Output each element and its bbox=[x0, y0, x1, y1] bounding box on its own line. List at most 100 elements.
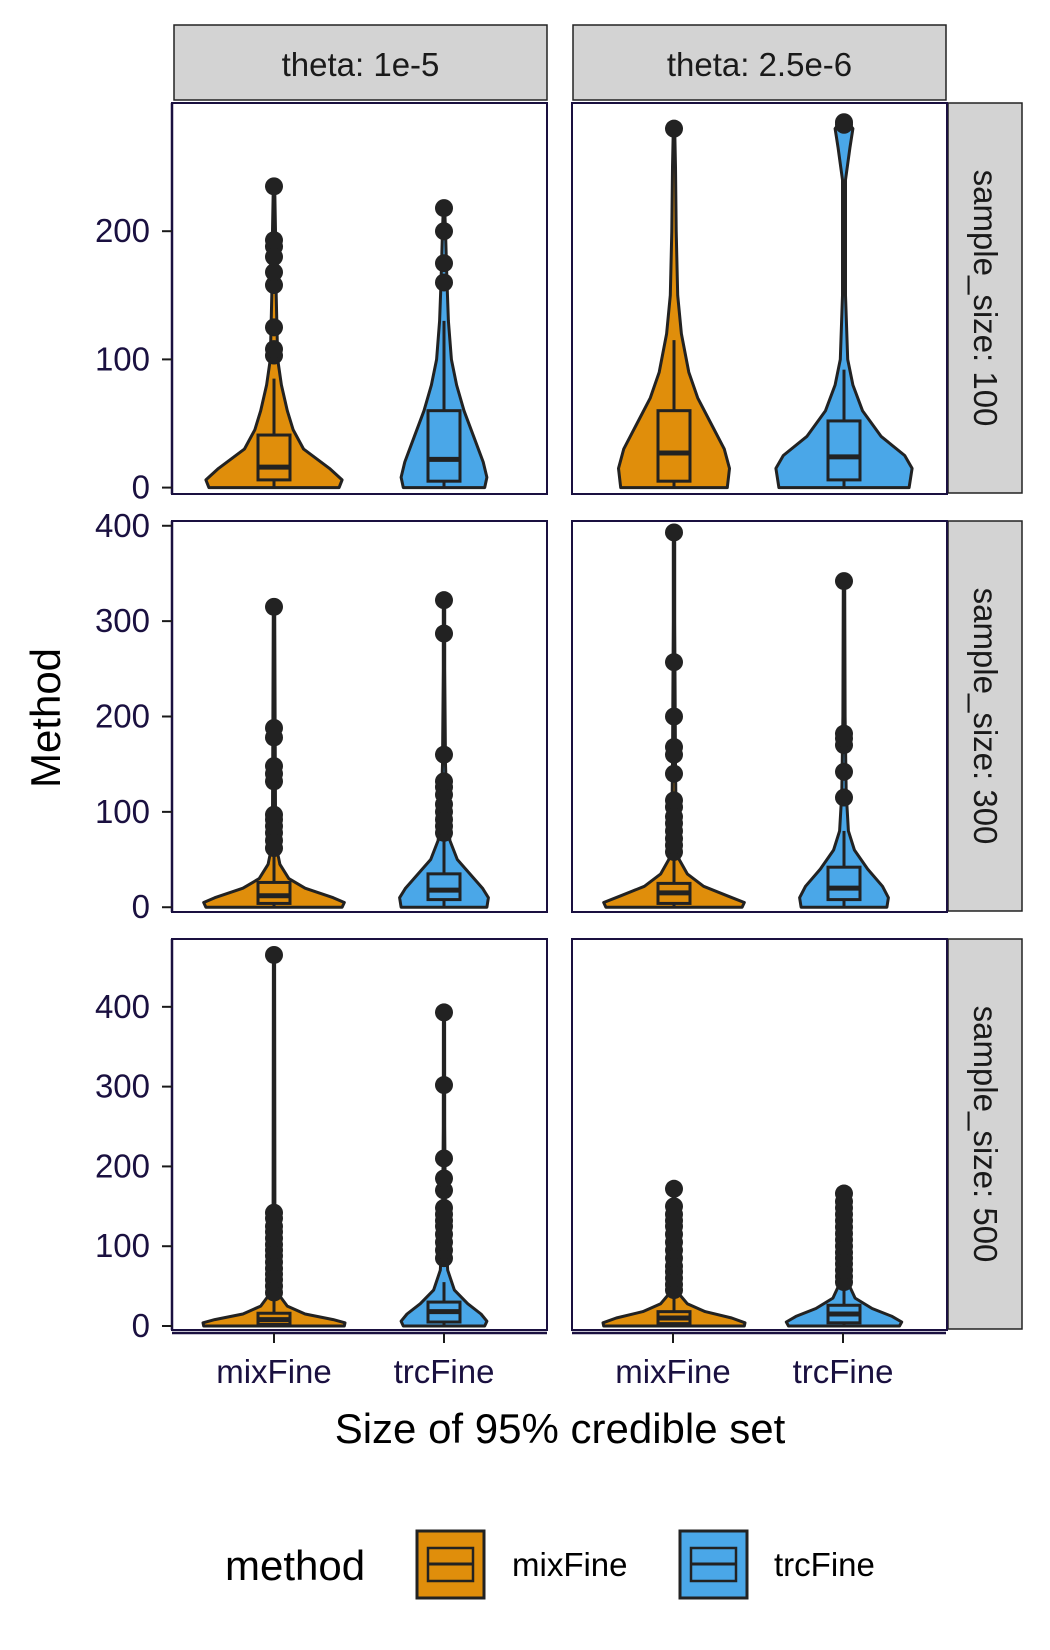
y-tick-label: 300 bbox=[95, 1068, 150, 1105]
box-mixFine bbox=[656, 409, 692, 483]
y-tick-label: 100 bbox=[95, 340, 150, 377]
row-strip-1-bg bbox=[947, 102, 1023, 494]
outlier-point bbox=[665, 653, 683, 672]
outlier-point bbox=[835, 113, 853, 132]
outlier-point bbox=[435, 1169, 453, 1188]
y-axis-row-2: 0 100 200 300 400 bbox=[95, 507, 174, 925]
column-strip-1: theta: 1e-5 bbox=[173, 24, 548, 101]
outlier-point bbox=[835, 1184, 853, 1203]
box-trcFine bbox=[426, 872, 462, 902]
row-strip-3: sample_size: 500 bbox=[947, 938, 1023, 1330]
group-trcFine bbox=[399, 199, 489, 490]
box-trcFine bbox=[426, 409, 462, 483]
column-strip-2: theta: 2.5e-6 bbox=[572, 24, 947, 101]
box-trcFine bbox=[826, 419, 862, 482]
legend-label-trcfine: trcFine bbox=[774, 1546, 875, 1583]
legend-key-trcfine bbox=[678, 1529, 749, 1600]
row-strip-2: sample_size: 300 bbox=[947, 520, 1023, 912]
y-tick-label: 0 bbox=[132, 888, 150, 925]
group-trcFine bbox=[784, 1184, 904, 1328]
outlier-point bbox=[265, 340, 283, 359]
panel-frame bbox=[571, 938, 948, 1331]
panel-row-1-col-1 bbox=[171, 102, 548, 495]
outlier-point bbox=[435, 745, 453, 764]
outlier-point bbox=[835, 724, 853, 743]
y-tick-label: 200 bbox=[95, 212, 150, 249]
outlier-point bbox=[265, 177, 283, 196]
outlier-point bbox=[435, 254, 453, 273]
row-strip-3-label: sample_size: 500 bbox=[967, 1006, 1004, 1263]
outlier-point bbox=[665, 1197, 683, 1216]
outlier-point bbox=[435, 273, 453, 292]
group-mixFine bbox=[602, 523, 746, 909]
group-trcFine bbox=[774, 113, 914, 490]
outlier-point bbox=[435, 1149, 453, 1168]
outlier-point bbox=[435, 222, 453, 241]
outlier-point bbox=[435, 1076, 453, 1095]
y-tick-label: 400 bbox=[95, 507, 150, 544]
outlier-point bbox=[265, 318, 283, 337]
outlier-point bbox=[435, 1003, 453, 1022]
row-strip-1: sample_size: 100 bbox=[947, 102, 1023, 494]
group-trcFine bbox=[798, 572, 890, 909]
box-trcFine bbox=[826, 865, 862, 902]
panels-layer bbox=[171, 102, 948, 1331]
outlier-point bbox=[265, 597, 283, 616]
panel-row-2-col-1 bbox=[171, 520, 548, 913]
outlier-point bbox=[665, 119, 683, 138]
y-tick-label: 300 bbox=[95, 602, 150, 639]
x-tick-label-trcfine: trcFine bbox=[394, 1353, 495, 1390]
legend: method mixFine trcFine bbox=[225, 1529, 875, 1600]
y-tick-label: 100 bbox=[95, 1227, 150, 1264]
outlier-point bbox=[265, 718, 283, 737]
y-axis-row-3: 0 100 200 300 400 bbox=[95, 939, 174, 1344]
group-trcFine bbox=[399, 1003, 489, 1328]
y-tick-label: 400 bbox=[95, 988, 150, 1025]
row-strip-3-bg bbox=[947, 938, 1023, 1330]
group-mixFine bbox=[204, 177, 344, 490]
group-mixFine bbox=[202, 597, 346, 909]
outlier-point bbox=[835, 788, 853, 807]
panel-row-3-col-2 bbox=[571, 938, 948, 1331]
panel-row-3-col-1 bbox=[171, 938, 548, 1331]
outlier-point bbox=[265, 276, 283, 295]
legend-key-mixfine-inner-box bbox=[426, 1546, 475, 1583]
outlier-point bbox=[435, 624, 453, 643]
outlier-point bbox=[265, 805, 283, 824]
outlier-point bbox=[835, 762, 853, 781]
group-trcFine bbox=[398, 591, 490, 909]
outlier-point bbox=[665, 738, 683, 757]
outlier-point bbox=[435, 199, 453, 218]
y-axis-title: Method bbox=[22, 648, 69, 788]
panel-row-1-col-2 bbox=[571, 102, 948, 495]
x-axis-title: Size of 95% credible set bbox=[335, 1405, 786, 1452]
y-tick-label: 0 bbox=[132, 1307, 150, 1344]
outlier-point bbox=[435, 772, 453, 791]
group-mixFine bbox=[617, 119, 731, 490]
outlier-point bbox=[265, 757, 283, 776]
panel-frame bbox=[171, 938, 548, 1331]
panel-frame bbox=[171, 102, 548, 495]
column-strip-2-label: theta: 2.5e-6 bbox=[667, 46, 852, 83]
outlier-point bbox=[265, 945, 283, 964]
x-tick-label-mixfine: mixFine bbox=[216, 1353, 332, 1390]
outlier-point bbox=[265, 231, 283, 250]
y-tick-label: 100 bbox=[95, 793, 150, 830]
outlier-point bbox=[665, 1179, 683, 1198]
outlier-point bbox=[265, 1203, 283, 1222]
legend-label-mixfine: mixFine bbox=[512, 1546, 628, 1583]
group-mixFine bbox=[601, 1179, 747, 1328]
box-mixFine bbox=[256, 880, 292, 905]
y-axis-row-1: 0 100 200 bbox=[95, 103, 174, 506]
column-strip-1-label: theta: 1e-5 bbox=[282, 46, 440, 83]
x-axis: mixFine trcFine mixFine trcFine bbox=[172, 1331, 946, 1390]
row-strip-2-label: sample_size: 300 bbox=[967, 588, 1004, 845]
legend-key-trcfine-inner-box bbox=[689, 1546, 738, 1583]
outlier-point bbox=[665, 523, 683, 542]
outlier-point bbox=[435, 1198, 453, 1217]
legend-key-mixfine bbox=[415, 1529, 486, 1600]
group-mixFine bbox=[201, 945, 347, 1328]
outlier-point bbox=[435, 591, 453, 610]
